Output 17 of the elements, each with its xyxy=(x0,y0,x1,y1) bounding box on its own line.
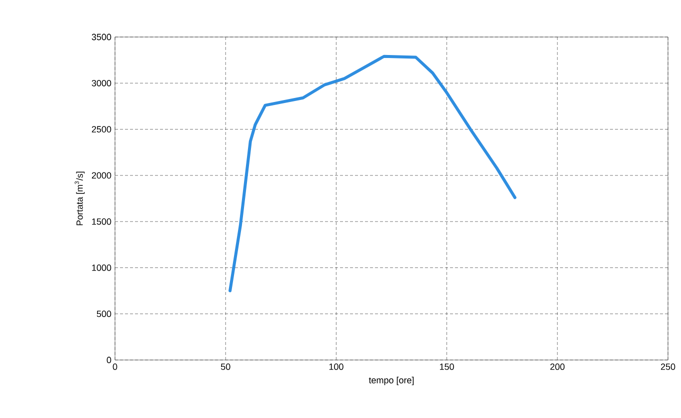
y-tick-label: 2500 xyxy=(92,126,112,132)
x-tick-label: 250 xyxy=(660,364,676,370)
x-axis-title: tempo [ore] xyxy=(368,376,414,386)
x-tick-label: 150 xyxy=(440,364,454,370)
y-tick-label: 3500 xyxy=(92,34,112,40)
line-series xyxy=(228,54,516,292)
x-tick-label: 0 xyxy=(112,364,118,370)
x-tick-label: 50 xyxy=(220,364,230,370)
y-tick-label: 0 xyxy=(106,356,112,364)
y-tick-label: 1500 xyxy=(92,218,112,225)
y-tick-label: 2000 xyxy=(92,172,112,179)
x-tick-label: 200 xyxy=(550,364,565,370)
y-tick-label: 3000 xyxy=(92,80,112,86)
x-tick-label: 100 xyxy=(329,364,344,370)
y-tick-label: 1000 xyxy=(92,264,112,271)
y-axis-title: Portata [m$^{3}$/s] xyxy=(74,172,85,226)
y-tick-label: 500 xyxy=(96,310,112,318)
